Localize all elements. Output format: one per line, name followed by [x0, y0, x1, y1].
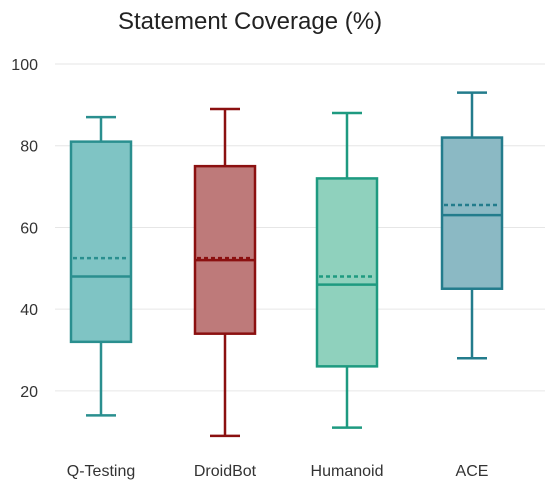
x-tick-label: DroidBot	[194, 463, 257, 480]
iqr-box	[315, 177, 379, 368]
iqr-box	[69, 140, 133, 344]
y-tick-label: 20	[20, 384, 38, 401]
y-axis: 20 40 60 80 100	[11, 57, 38, 401]
x-tick-label: Humanoid	[311, 463, 384, 480]
box-ace	[440, 91, 504, 360]
boxes	[69, 91, 504, 438]
box-droidbot	[193, 107, 257, 438]
y-tick-label: 80	[20, 139, 38, 156]
iqr-box	[193, 164, 257, 335]
x-axis: Q-Testing DroidBot Humanoid ACE	[67, 463, 489, 480]
chart-title: Statement Coverage (%)	[117, 8, 383, 35]
box-humanoid	[315, 111, 379, 429]
iqr-box	[440, 136, 504, 290]
y-tick-label: 60	[20, 220, 38, 237]
x-tick-label: ACE	[456, 463, 489, 480]
x-tick-label: Q-Testing	[67, 463, 135, 480]
box-q-testing	[69, 115, 133, 417]
y-tick-label: 100	[11, 57, 38, 74]
y-tick-label: 40	[20, 302, 38, 319]
